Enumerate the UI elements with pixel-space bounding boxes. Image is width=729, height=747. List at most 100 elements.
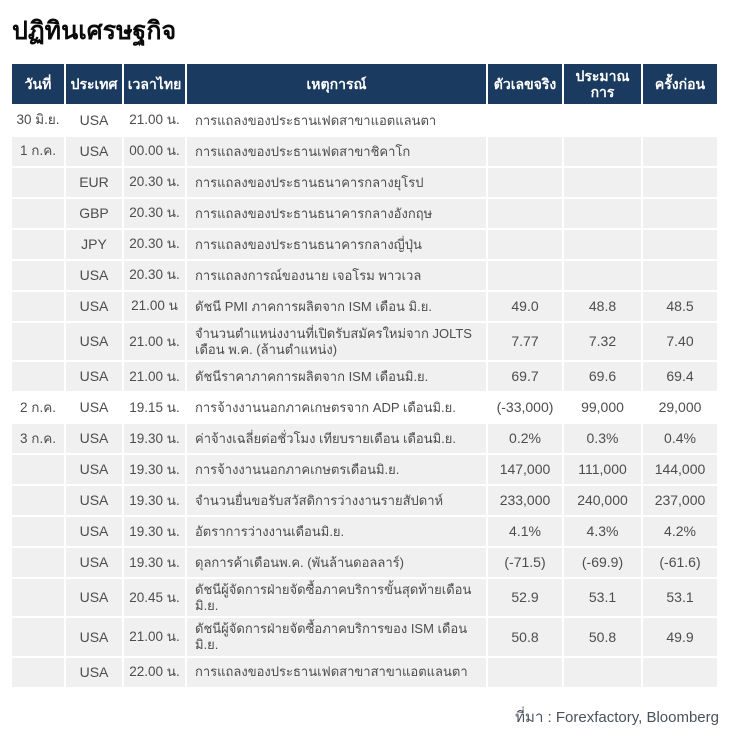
forecast-cell: 69.6	[564, 362, 641, 392]
col-header-date: วันที่	[12, 64, 64, 104]
actual-cell: (-71.5)	[488, 548, 562, 578]
time-cell: 20.45 น.	[124, 579, 185, 617]
previous-cell: 7.40	[643, 323, 717, 361]
forecast-cell	[564, 168, 641, 197]
table-header-row: วันที่ ประเทศ เวลาไทย เหตุการณ์ ตัวเลขจร…	[12, 64, 717, 104]
event-cell: ดัชนีผู้จัดการฝ่ายจัดซื้อภาคบริการขั้นสุ…	[187, 579, 486, 617]
country-cell: USA	[66, 657, 122, 687]
date-cell: 2 ก.ค.	[12, 393, 64, 423]
previous-cell: 144,000	[643, 455, 717, 485]
actual-cell: 49.0	[488, 292, 562, 321]
calendar-table-body: 30 มิ.ย. USA 21.00 น. การแถลงของประธานเฟ…	[12, 106, 717, 687]
date-cell	[12, 292, 64, 321]
date-cell	[12, 657, 64, 687]
event-cell: จำนวนตำแหน่งงานที่เปิดรับสมัครใหม่จาก JO…	[187, 323, 486, 361]
col-header-actual: ตัวเลขจริง	[488, 64, 562, 104]
actual-cell	[488, 261, 562, 290]
previous-cell: (-61.6)	[643, 548, 717, 578]
forecast-cell	[564, 261, 641, 290]
event-cell: การแถลงของประธานเฟดสาขาชิคาโก	[187, 137, 486, 166]
country-cell: USA	[66, 106, 122, 135]
table-row: USA 22.00 น. การแถลงของประธานเฟดสาขาสาขา…	[12, 657, 717, 687]
country-cell: USA	[66, 362, 122, 392]
table-row: USA 20.45 น. ดัชนีผู้จัดการฝ่ายจัดซื้อภา…	[12, 579, 717, 617]
country-cell: USA	[66, 517, 122, 547]
economic-calendar-table: วันที่ ประเทศ เวลาไทย เหตุการณ์ ตัวเลขจร…	[10, 62, 719, 689]
col-header-forecast: ประมาณการ	[564, 64, 641, 104]
forecast-cell: 50.8	[564, 618, 641, 656]
forecast-cell: 111,000	[564, 455, 641, 485]
col-header-time: เวลาไทย	[124, 64, 185, 104]
country-cell: USA	[66, 261, 122, 290]
event-cell: อัตราการว่างงานเดือนมิ.ย.	[187, 517, 486, 547]
source-credit: ที่มา : Forexfactory, Bloomberg	[515, 708, 719, 726]
previous-cell: 48.5	[643, 292, 717, 321]
time-cell: 20.30 น.	[124, 199, 185, 228]
time-cell: 19.30 น.	[124, 424, 185, 454]
previous-cell	[643, 106, 717, 135]
actual-cell: 7.77	[488, 323, 562, 361]
previous-cell: 237,000	[643, 486, 717, 516]
actual-cell	[488, 137, 562, 166]
actual-cell: 147,000	[488, 455, 562, 485]
date-cell: 3 ก.ค.	[12, 424, 64, 454]
table-row: USA 19.30 น. อัตราการว่างงานเดือนมิ.ย. 4…	[12, 517, 717, 547]
previous-cell: 4.2%	[643, 517, 717, 547]
event-cell: การแถลงของประธานเฟดสาขาสาขาแอตแลนตา	[187, 657, 486, 687]
event-cell: การแถลงของประธานธนาคารกลางยุโรป	[187, 168, 486, 197]
previous-cell	[643, 199, 717, 228]
date-cell	[12, 323, 64, 361]
date-cell	[12, 548, 64, 578]
date-cell	[12, 486, 64, 516]
time-cell: 19.30 น.	[124, 517, 185, 547]
actual-cell	[488, 168, 562, 197]
previous-cell	[643, 230, 717, 259]
forecast-cell: 48.8	[564, 292, 641, 321]
date-cell	[12, 618, 64, 656]
event-cell: การแถลงของประธานเฟดสาขาแอตแลนตา	[187, 106, 486, 135]
date-cell	[12, 362, 64, 392]
page-container: ปฏิทินเศรษฐกิจ วันที่ ประเทศ เวลาไทย เหต…	[10, 17, 719, 726]
table-row: EUR 20.30 น. การแถลงของประธานธนาคารกลางย…	[12, 168, 717, 197]
forecast-cell: 240,000	[564, 486, 641, 516]
forecast-cell: 7.32	[564, 323, 641, 361]
actual-cell	[488, 106, 562, 135]
actual-cell	[488, 230, 562, 259]
forecast-cell: 53.1	[564, 579, 641, 617]
event-cell: ดัชนี PMI ภาคการผลิตจาก ISM เดือน มิ.ย.	[187, 292, 486, 321]
table-row: 30 มิ.ย. USA 21.00 น. การแถลงของประธานเฟ…	[12, 106, 717, 135]
forecast-cell: 4.3%	[564, 517, 641, 547]
col-header-previous: ครั้งก่อน	[643, 64, 717, 104]
date-cell: 30 มิ.ย.	[12, 106, 64, 135]
previous-cell: 49.9	[643, 618, 717, 656]
table-row: USA 19.30 น. การจ้างงานนอกภาคเกษตรเดือนม…	[12, 455, 717, 485]
time-cell: 22.00 น.	[124, 657, 185, 687]
actual-cell: 233,000	[488, 486, 562, 516]
col-header-event: เหตุการณ์	[187, 64, 486, 104]
time-cell: 20.30 น.	[124, 261, 185, 290]
date-cell	[12, 517, 64, 547]
country-cell: USA	[66, 579, 122, 617]
previous-cell: 69.4	[643, 362, 717, 392]
country-cell: USA	[66, 323, 122, 361]
actual-cell	[488, 199, 562, 228]
time-cell: 21.00 น.	[124, 106, 185, 135]
event-cell: การแถลงการณ์ของนาย เจอโรม พาวเวล	[187, 261, 486, 290]
country-cell: USA	[66, 424, 122, 454]
actual-cell: 0.2%	[488, 424, 562, 454]
forecast-cell	[564, 230, 641, 259]
table-row: USA 21.00 น ดัชนี PMI ภาคการผลิตจาก ISM …	[12, 292, 717, 321]
time-cell: 21.00 น.	[124, 362, 185, 392]
country-cell: USA	[66, 618, 122, 656]
forecast-cell	[564, 657, 641, 687]
table-row: 3 ก.ค. USA 19.30 น. ค่าจ้างเฉลี่ยต่อชั่ว…	[12, 424, 717, 454]
country-cell: USA	[66, 292, 122, 321]
date-cell	[12, 579, 64, 617]
page-title: ปฏิทินเศรษฐกิจ	[12, 17, 177, 45]
table-row: USA 20.30 น. การแถลงการณ์ของนาย เจอโรม พ…	[12, 261, 717, 290]
event-cell: ดัชนีผู้จัดการฝ่ายจัดซื้อภาคบริการของ IS…	[187, 618, 486, 656]
date-cell	[12, 261, 64, 290]
table-row: USA 21.00 น. ดัชนีผู้จัดการฝ่ายจัดซื้อภา…	[12, 618, 717, 656]
table-row: USA 21.00 น. จำนวนตำแหน่งงานที่เปิดรับสม…	[12, 323, 717, 361]
table-row: USA 19.30 น. จำนวนยื่นขอรับสวัสดิการว่าง…	[12, 486, 717, 516]
